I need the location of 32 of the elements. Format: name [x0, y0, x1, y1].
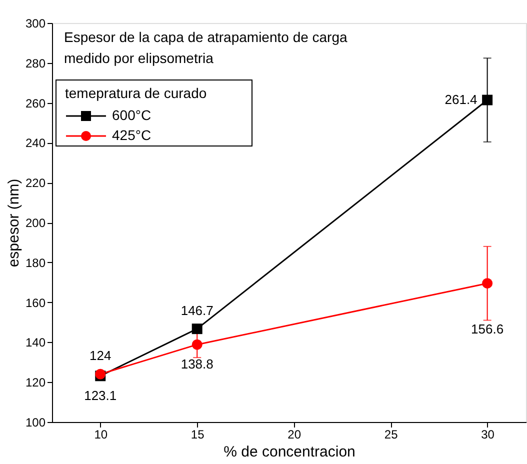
legend-title: temepratura de curado — [65, 85, 207, 101]
y-tick-label: 160 — [25, 296, 46, 310]
annotation: Espesor de la capa de atrapamiento de carga medido por elipsometria — [64, 29, 348, 66]
data-label: 261.4 — [444, 92, 478, 108]
y-tick-label: 140 — [25, 336, 46, 350]
annotation: 156.6 — [471, 321, 504, 336]
y-tick-label: 260 — [25, 96, 46, 110]
x-tick-label: 10 — [94, 428, 108, 442]
y-tick-label: 120 — [25, 376, 46, 390]
x-tick-label: 15 — [190, 428, 205, 442]
point — [192, 339, 202, 350]
x-tick-label: 25 — [384, 428, 398, 442]
data-label: 138.8 — [180, 356, 214, 372]
data-label: 124 — [90, 348, 112, 364]
point — [192, 324, 202, 334]
x-axis-title: % de concentracion — [224, 444, 356, 460]
point — [482, 278, 493, 289]
y-tick-label: 220 — [25, 176, 46, 190]
data-label: 123.1 — [84, 388, 117, 403]
point — [482, 94, 493, 106]
y-tick-label: 200 — [25, 216, 46, 230]
data-label: 146.7 — [180, 302, 214, 318]
x-tick-label: 20 — [288, 428, 302, 442]
y-tick-label: 100 — [25, 416, 46, 430]
x-tick-label: 30 — [481, 428, 495, 442]
y-tick-label: 300 — [25, 16, 46, 30]
y-tick-label: 240 — [25, 136, 46, 150]
y-axis-title: espesor (nm) — [5, 178, 22, 268]
y-tick-label: 180 — [25, 256, 46, 270]
y-tick-label: 280 — [25, 56, 46, 70]
legend-label: 425°C — [112, 127, 152, 143]
legend-label: 600°C — [112, 107, 152, 123]
